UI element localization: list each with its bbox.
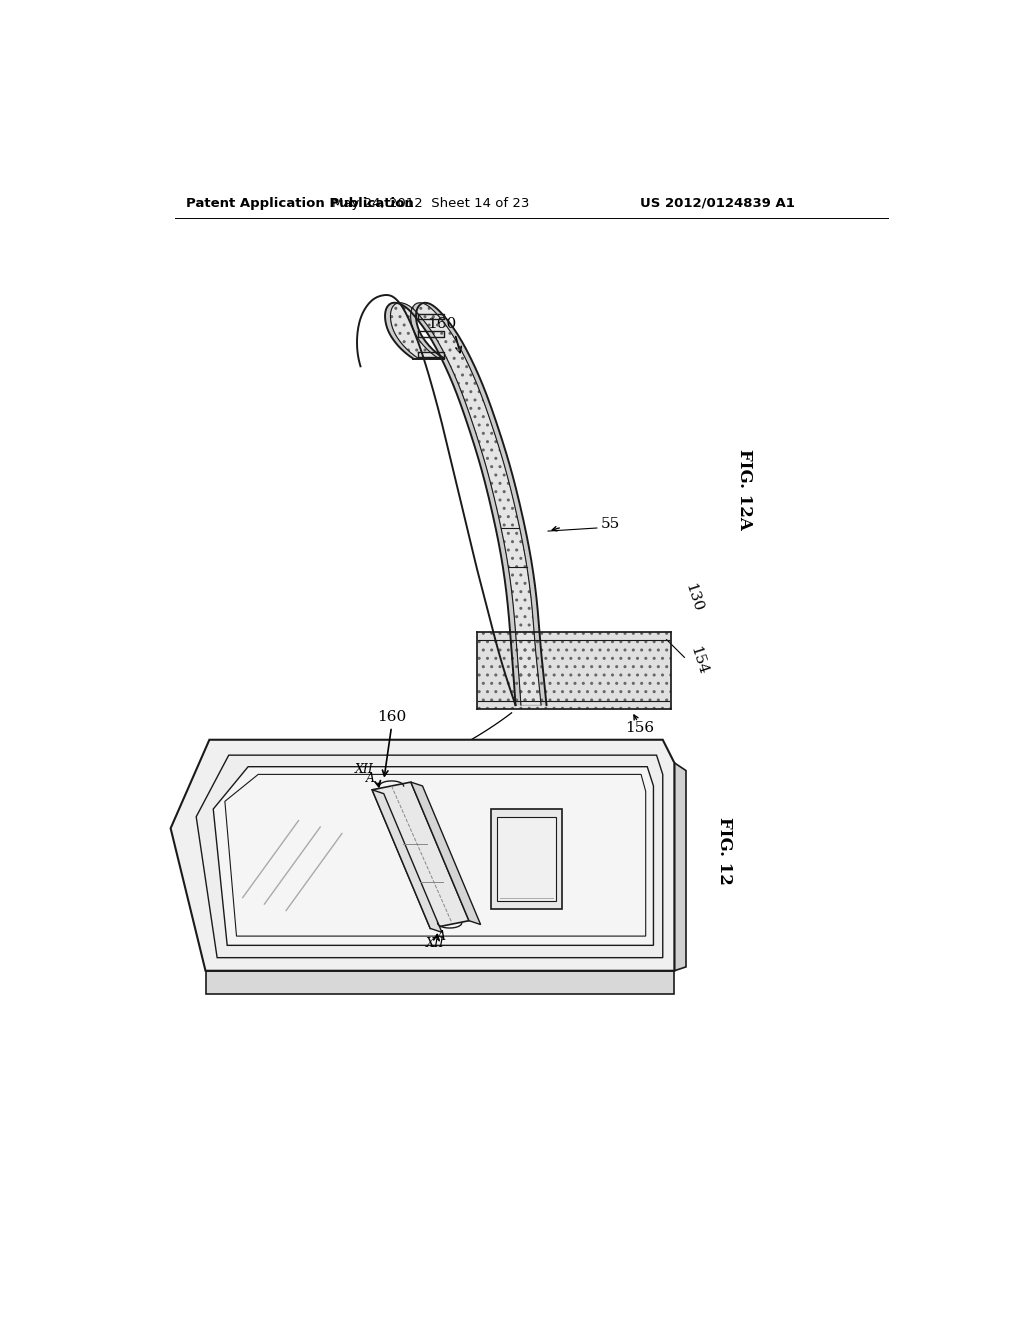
Text: Patent Application Publication: Patent Application Publication: [186, 197, 414, 210]
Text: 156: 156: [625, 721, 654, 735]
Text: A: A: [437, 929, 446, 942]
Polygon shape: [171, 739, 675, 970]
Text: XII: XII: [425, 937, 444, 950]
Text: FIG. 12A: FIG. 12A: [735, 449, 753, 529]
Text: May 24, 2012  Sheet 14 of 23: May 24, 2012 Sheet 14 of 23: [332, 197, 529, 210]
Text: 160: 160: [427, 317, 457, 331]
Polygon shape: [390, 302, 541, 705]
Text: A: A: [366, 772, 375, 785]
Polygon shape: [675, 763, 686, 970]
Text: FIG. 12: FIG. 12: [716, 817, 733, 886]
Text: 130: 130: [682, 581, 705, 614]
Polygon shape: [490, 809, 562, 909]
Polygon shape: [411, 781, 480, 924]
Text: 160: 160: [377, 710, 407, 725]
Polygon shape: [197, 755, 663, 958]
Polygon shape: [497, 817, 556, 902]
Polygon shape: [213, 767, 653, 945]
Text: 55: 55: [601, 517, 620, 531]
Polygon shape: [372, 781, 469, 928]
Text: 154: 154: [687, 644, 710, 676]
Polygon shape: [477, 632, 671, 709]
Text: US 2012/0124839 A1: US 2012/0124839 A1: [640, 197, 795, 210]
Polygon shape: [385, 302, 521, 705]
Polygon shape: [411, 302, 547, 705]
Text: XII: XII: [355, 763, 374, 776]
Polygon shape: [206, 970, 675, 994]
Polygon shape: [225, 775, 646, 936]
Polygon shape: [372, 789, 442, 932]
